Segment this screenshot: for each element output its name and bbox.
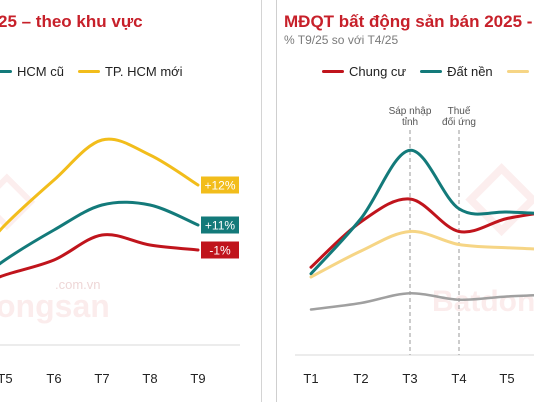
x-tick-label: T2 xyxy=(353,371,368,386)
x-tick-label: T5 xyxy=(499,371,514,386)
legend-label: Chung cư xyxy=(349,64,407,79)
left-chart-title: 25 – theo khu vực xyxy=(0,12,143,31)
legend-label: HCM cũ xyxy=(17,64,64,79)
legend-item-chung-cu: Chung cư xyxy=(322,64,406,79)
right-chart-panel: ◇ Batdong MĐQT bất động sản bán 2025 - %… xyxy=(276,0,534,402)
annotation-label: Sáp nhập tỉnh xyxy=(389,106,432,128)
legend-swatch-light-yellow xyxy=(506,70,529,73)
right-line-chart: Sáp nhập tỉnh Thuế đối ứng T1 T2 T3 T4 T5 xyxy=(295,105,534,386)
end-label: +12% xyxy=(201,176,239,194)
left-chart-panel: ◇ .com.vn ongsan 25 – theo khu vực HCM c… xyxy=(0,0,262,402)
legend-swatch-yellow xyxy=(77,70,100,73)
line-gray xyxy=(309,291,534,311)
watermark-brand: Batdong xyxy=(432,285,534,318)
x-tick-label: T4 xyxy=(451,371,466,386)
x-tick-label: T1 xyxy=(303,371,318,386)
end-label: +11% xyxy=(201,216,239,234)
legend-label: TP. HCM mới xyxy=(104,64,183,79)
end-label-box xyxy=(201,216,239,234)
legend-item-dat-nen: Đất nền xyxy=(420,64,493,79)
legend-swatch-teal xyxy=(420,70,443,73)
line-dat-nen xyxy=(309,148,534,276)
watermark-logo: ◇ xyxy=(0,157,34,235)
end-label-text: +11% xyxy=(205,219,235,233)
x-tick-label: T9 xyxy=(190,371,205,386)
annotation-label: Thuế đối ứng xyxy=(442,105,476,128)
x-tick-label: T8 xyxy=(142,371,157,386)
x-tick-label: T3 xyxy=(402,371,417,386)
legend-label: Đất nền xyxy=(447,64,493,79)
x-tick-label: T5 xyxy=(0,371,13,386)
legend-swatch-red xyxy=(322,70,344,73)
line-light-yellow xyxy=(309,229,534,279)
watermark-domain: .com.vn xyxy=(55,277,101,292)
end-label-box xyxy=(201,241,239,259)
end-label-box xyxy=(201,176,239,194)
right-legend: Chung cư Đất nền xyxy=(322,64,534,79)
x-tick-label: T6 xyxy=(46,371,61,386)
line-teal xyxy=(0,200,200,266)
legend-swatch-teal xyxy=(0,70,12,73)
x-tick-label: T7 xyxy=(94,371,109,386)
left-line-chart: +12% +11% -1% T5 T6 T7 T8 T9 xyxy=(0,137,240,386)
legend-item-hcm-cu: HCM cũ xyxy=(0,64,64,79)
end-label: -1% xyxy=(201,241,239,259)
right-chart-subtitle: % T9/25 so với T4/25 xyxy=(284,33,399,47)
watermark-logo: ◇ xyxy=(467,143,534,243)
watermark-brand: ongsan xyxy=(0,288,110,324)
legend-item-third xyxy=(506,70,534,73)
line-red xyxy=(0,233,200,279)
left-legend: HCM cũ TP. HCM mới xyxy=(0,64,197,79)
end-label-text: -1% xyxy=(209,244,231,258)
right-chart-title: MĐQT bất động sản bán 2025 - xyxy=(284,12,533,31)
legend-item-hcm-moi: TP. HCM mới xyxy=(77,64,183,79)
end-label-text: +12% xyxy=(204,179,235,193)
line-tp-hcm-moi xyxy=(0,137,200,233)
